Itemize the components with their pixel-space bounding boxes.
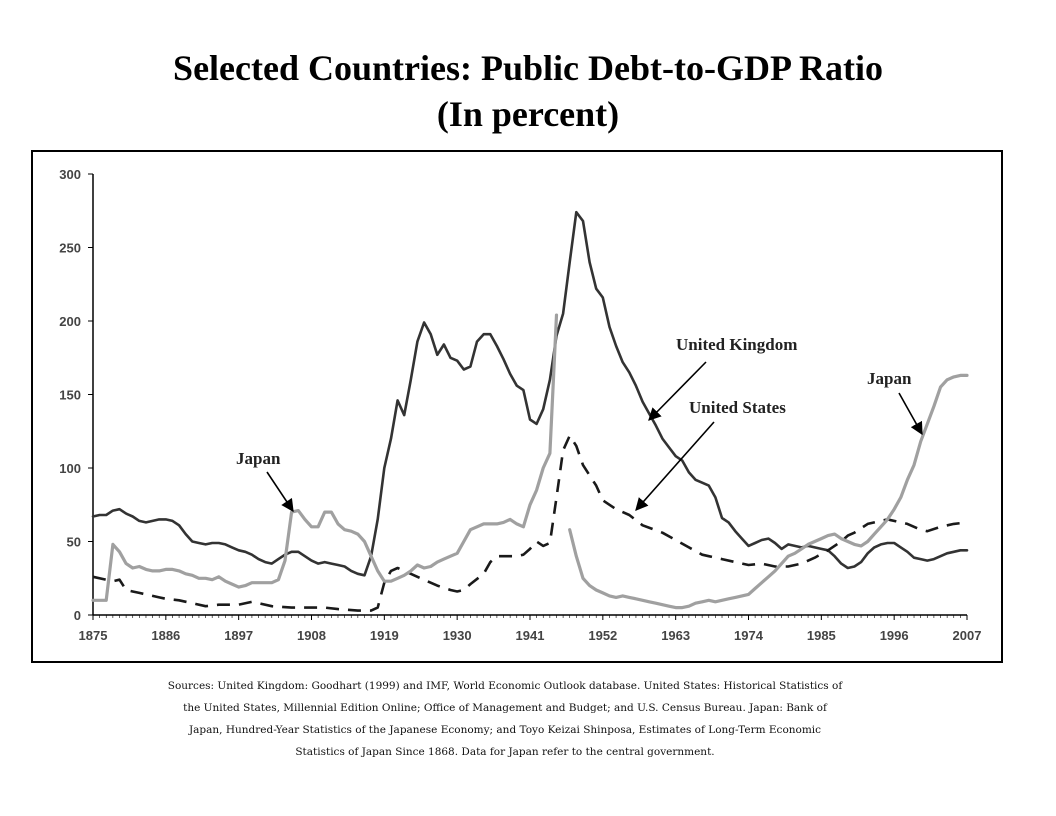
x-tick-label: 1985 bbox=[807, 628, 836, 643]
y-tick-label: 250 bbox=[59, 241, 81, 256]
series-line-japan bbox=[568, 373, 969, 610]
x-tick-label: 1897 bbox=[224, 628, 253, 643]
annotation-arrow bbox=[648, 361, 707, 421]
line-chart: 0 50 100 150 200 250 300 1875 1886 1897 1908 1919 19… bbox=[59, 167, 981, 643]
chart-frame bbox=[31, 150, 1003, 663]
annotation-arrow bbox=[635, 421, 715, 511]
x-tick-label: 1930 bbox=[443, 628, 472, 643]
x-tick-label: 1974 bbox=[734, 628, 764, 643]
y-tick-label: 200 bbox=[59, 314, 81, 329]
chart-title-line2: (In percent) bbox=[436, 94, 620, 134]
series-line-united-states bbox=[92, 434, 968, 612]
x-tick-label: 2007 bbox=[953, 628, 982, 643]
x-tick-label: 1908 bbox=[297, 628, 326, 643]
chart-title-line1: Selected Countries: Public Debt-to-GDP R… bbox=[173, 48, 883, 88]
series-line-united-kingdom bbox=[91, 210, 969, 577]
source-line-4: Statistics of Japan Since 1868. Data for… bbox=[295, 746, 715, 758]
chart-axes: 0 50 100 150 200 250 300 1875 1886 1897 1908 1919 19… bbox=[59, 167, 981, 643]
x-tick-label: 1919 bbox=[370, 628, 399, 643]
y-tick-label: 0 bbox=[74, 608, 81, 623]
x-tick-label: 1996 bbox=[880, 628, 909, 643]
annotation-label: United Kingdom bbox=[676, 335, 797, 354]
series-line-japan bbox=[91, 313, 559, 602]
source-line-3: Japan, Hundred-Year Statistics of the Ja… bbox=[188, 724, 822, 736]
source-line-1: Sources: United Kingdom: Goodhart (1999)… bbox=[167, 680, 843, 692]
y-tick-label: 100 bbox=[59, 461, 81, 476]
annotation-label: Japan bbox=[867, 369, 912, 388]
annotation-label: Japan bbox=[236, 449, 281, 468]
y-tick-label: 300 bbox=[59, 167, 81, 182]
x-tick-label: 1875 bbox=[79, 628, 108, 643]
annotation-arrow bbox=[266, 471, 294, 513]
annotation-label: United States bbox=[689, 398, 786, 417]
source-line-2: the United States, Millennial Edition On… bbox=[183, 702, 827, 714]
x-tick-label: 1941 bbox=[516, 628, 545, 643]
y-tick-label: 150 bbox=[59, 388, 81, 403]
chart-annotations: United Kingdom United States Japan Japan bbox=[236, 335, 923, 513]
x-tick-label: 1963 bbox=[661, 628, 690, 643]
x-tick-label: 1952 bbox=[588, 628, 617, 643]
annotation-arrow bbox=[898, 392, 923, 436]
y-tick-label: 50 bbox=[67, 535, 81, 550]
chart-series bbox=[91, 210, 969, 612]
x-tick-label: 1886 bbox=[151, 628, 180, 643]
